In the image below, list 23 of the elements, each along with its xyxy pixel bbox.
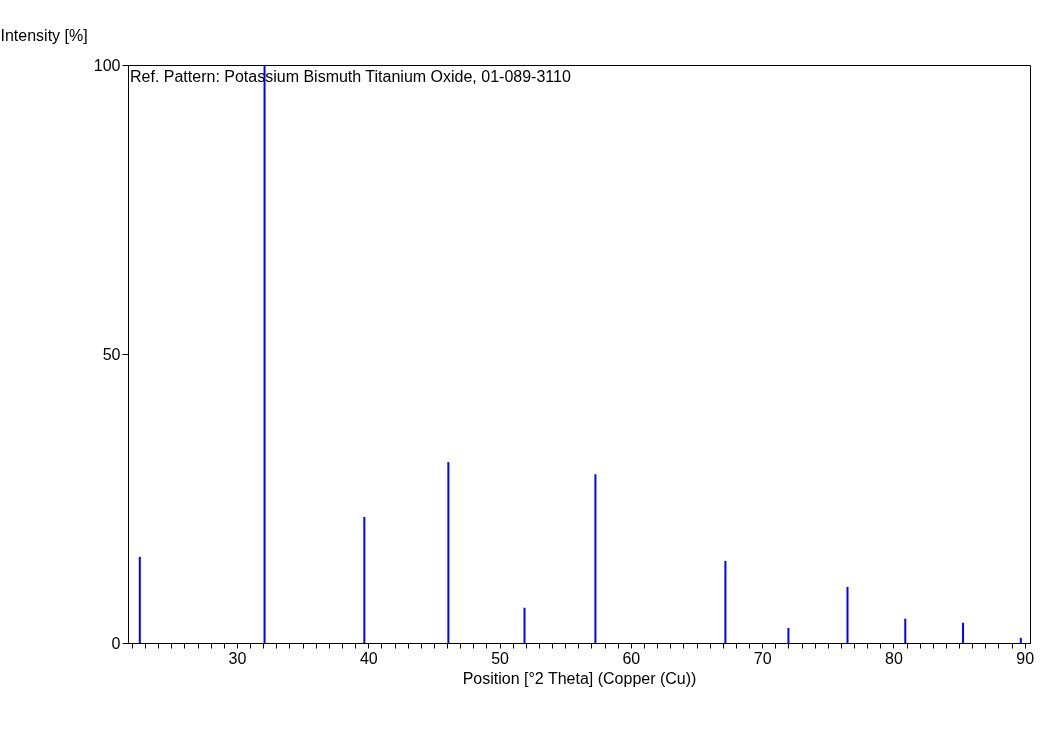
x-tick-label: 30 — [228, 649, 247, 667]
y-axis-title: Intensity [%] — [0, 26, 88, 44]
y-tick-label: 0 — [111, 634, 121, 652]
x-tick-label: 60 — [622, 649, 641, 667]
x-tick-label: 70 — [753, 649, 772, 667]
x-tick-label: 50 — [491, 649, 510, 667]
bar — [787, 627, 790, 643]
x-tick-label: 40 — [359, 649, 378, 667]
bar — [904, 618, 907, 643]
bar — [363, 517, 366, 643]
x-tick-label: 90 — [1016, 649, 1035, 667]
x-tick-label: 80 — [885, 649, 903, 667]
y-tick-label: 100 — [93, 56, 121, 74]
bar — [594, 474, 597, 643]
bar — [447, 462, 450, 643]
y-tick-label: 50 — [102, 345, 121, 363]
bar — [962, 622, 965, 643]
bar — [724, 560, 727, 643]
bar — [138, 556, 141, 643]
x-axis-title: Position [°2 Theta] (Copper (Cu)) — [462, 669, 697, 687]
bar — [1019, 637, 1022, 643]
bar — [523, 607, 526, 643]
bar — [846, 586, 849, 643]
